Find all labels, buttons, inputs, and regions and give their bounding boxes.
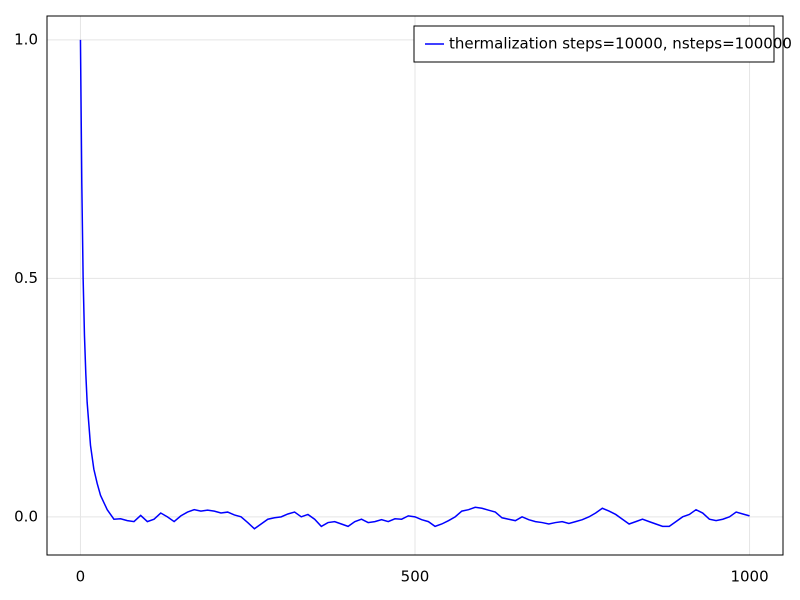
x-tick-label: 1000	[730, 568, 768, 586]
y-tick-label: 0.5	[14, 269, 38, 287]
legend-label: thermalization steps=10000, nsteps=10000…	[449, 35, 792, 53]
data-line	[79, 39, 750, 530]
y-tick-label: 0.0	[14, 507, 38, 525]
x-tick-label: 500	[401, 568, 430, 586]
plot-frame	[46, 15, 784, 556]
x-tick-label: 0	[76, 568, 86, 586]
y-tick-label: 1.0	[14, 30, 38, 48]
legend-box	[413, 25, 775, 63]
